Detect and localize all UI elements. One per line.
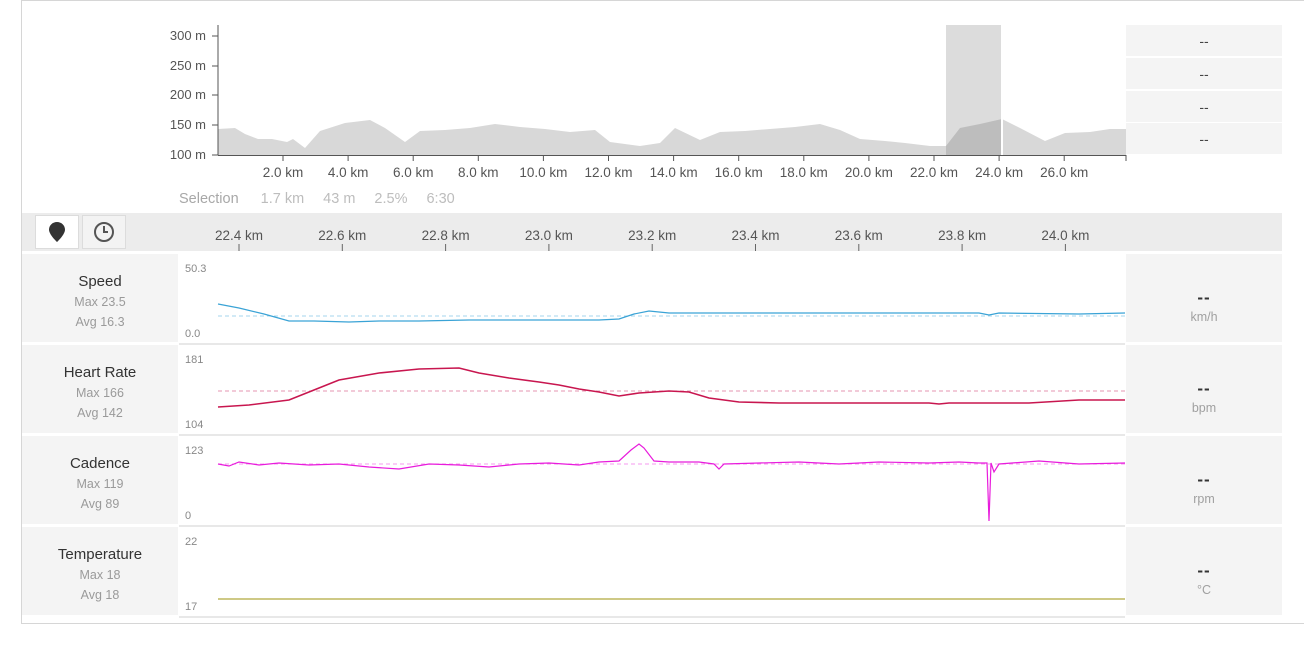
- metric-value-box-0: -- km/h: [1126, 254, 1282, 342]
- elevation-overview-chart[interactable]: 300 m 250 m 200 m 150 m 100 m 2.0 km 4.0 km 6.…: [0, 0, 1304, 190]
- elevation-x-tick-label: 14.0 km: [650, 165, 698, 180]
- elevation-x-tick-label: 24.0 km: [975, 165, 1023, 180]
- zoom-axis-tick-label: 23.6 km: [835, 228, 883, 243]
- selection-grade: 2.5%: [374, 191, 408, 207]
- metric-name: Temperature: [57, 546, 143, 563]
- metric-name: Cadence: [69, 455, 131, 472]
- metric-current-value: --: [1197, 561, 1211, 580]
- metric-label-1: Heart Rate Max 166 Avg 142: [22, 345, 178, 433]
- row-divider: [179, 525, 1125, 527]
- elevation-x-tick-label: 18.0 km: [780, 165, 828, 180]
- metric-y-min-label: 104: [185, 419, 204, 431]
- metric-y-min-label: 0: [185, 510, 192, 522]
- selection-duration: 6:30: [426, 191, 455, 207]
- selection-summary: Selection 1.7 km 43 m 2.5% 6:30: [179, 190, 474, 208]
- elevation-x-tick-label: 2.0 km: [263, 165, 304, 180]
- elevation-y-tick-label: 150 m: [170, 117, 206, 132]
- elevation-x-tick-label: 4.0 km: [328, 165, 369, 180]
- zoom-axis-tick-label: 24.0 km: [1041, 228, 1089, 243]
- metric-series-line: [217, 443, 1125, 522]
- metric-value-box-3: -- °C: [1126, 527, 1282, 615]
- zoom-axis-tick-label: 23.2 km: [628, 228, 676, 243]
- metric-avg: Avg 16.3: [75, 315, 125, 329]
- stat-box: --: [1126, 25, 1282, 56]
- metric-unit: bpm: [1191, 401, 1217, 415]
- metric-avg: Avg 89: [80, 497, 120, 511]
- metric-y-max-label: 22: [185, 536, 198, 548]
- elevation-x-tick-label: 8.0 km: [458, 165, 499, 180]
- clock-icon: [94, 222, 114, 242]
- stat-box: --: [1126, 58, 1282, 89]
- metric-avg: Avg 18: [80, 588, 120, 602]
- metric-label-2: Cadence Max 119 Avg 89: [22, 436, 178, 524]
- metric-max: Max 166: [76, 386, 124, 400]
- metric-avg: Avg 142: [77, 406, 123, 420]
- elevation-y-tick-label: 100 m: [170, 147, 206, 162]
- metric-series-svg: [218, 598, 1125, 600]
- metric-chart-1[interactable]: 181 104: [179, 345, 1125, 433]
- zoom-axis-tick-label: 23.8 km: [938, 228, 986, 243]
- metric-current-value: --: [1197, 470, 1211, 489]
- row-divider: [179, 616, 1125, 618]
- metric-series-line: [217, 367, 1125, 408]
- metric-series-svg: [217, 367, 1125, 408]
- metric-y-min-label: 0.0: [185, 328, 201, 340]
- selection-label: Selection: [179, 191, 239, 207]
- elevation-y-tick-label: 250 m: [170, 58, 206, 73]
- elevation-x-tick-label: 26.0 km: [1040, 165, 1088, 180]
- elevation-y-tick-label: 300 m: [170, 28, 206, 43]
- metric-current-value: --: [1197, 288, 1211, 307]
- metric-label-3: Temperature Max 18 Avg 18: [22, 527, 178, 615]
- elevation-x-tick-label: 16.0 km: [715, 165, 763, 180]
- activity-analysis-panel: [21, 0, 1304, 624]
- metric-max: Max 119: [76, 477, 124, 491]
- metric-unit: °C: [1196, 583, 1212, 597]
- metric-label-0: Speed Max 23.5 Avg 16.3: [22, 254, 178, 342]
- zoom-axis-tick-label: 23.4 km: [731, 228, 779, 243]
- stat-box: --: [1126, 91, 1282, 122]
- selection-distance: 1.7 km: [260, 191, 305, 207]
- elevation-profile-area: [218, 119, 1126, 155]
- metric-name: Heart Rate: [63, 364, 137, 381]
- metric-series-line: [217, 303, 1125, 323]
- metric-chart-3[interactable]: 22 17: [179, 527, 1125, 615]
- metric-chart-2[interactable]: 123 0: [179, 436, 1125, 524]
- stat-box: --: [1126, 123, 1282, 154]
- zoom-axis-tick-label: 22.6 km: [318, 228, 366, 243]
- metric-value-box-2: -- rpm: [1126, 436, 1282, 524]
- elevation-x-tick-label: 22.0 km: [910, 165, 958, 180]
- metric-series-svg: [217, 443, 1125, 522]
- zoom-axis-tick-label: 23.0 km: [525, 228, 573, 243]
- row-divider: [179, 434, 1125, 436]
- metric-current-value: --: [1197, 379, 1211, 398]
- metric-chart-0[interactable]: 50.3 0.0: [179, 254, 1125, 342]
- elevation-x-tick-label: 12.0 km: [584, 165, 632, 180]
- metric-y-max-label: 50.3: [185, 263, 207, 275]
- metric-unit: rpm: [1193, 492, 1215, 506]
- metric-max: Max 23.5: [74, 295, 126, 309]
- zoom-axis-tick-label: 22.8 km: [422, 228, 470, 243]
- metric-y-max-label: 181: [185, 354, 204, 366]
- metric-y-min-label: 17: [185, 601, 198, 613]
- metric-max: Max 18: [79, 568, 121, 582]
- zoom-axis-tick-label: 22.4 km: [215, 228, 263, 243]
- selected-elevation-area: [946, 119, 1002, 155]
- distance-mode-button[interactable]: [35, 215, 79, 249]
- elevation-y-tick-label: 200 m: [170, 87, 206, 102]
- elevation-x-tick-label: 20.0 km: [845, 165, 893, 180]
- metric-series-svg: [217, 303, 1125, 323]
- row-divider: [179, 343, 1125, 345]
- zoomed-distance-axis: 22.4 km 22.6 km 22.8 km 23.0 km 23.2 km 23.4 …: [215, 228, 1089, 251]
- elevation-x-tick-label: 6.0 km: [393, 165, 434, 180]
- map-pin-icon: [49, 222, 65, 242]
- metric-unit: km/h: [1190, 310, 1218, 324]
- metric-y-max-label: 123: [185, 445, 204, 457]
- metric-name: Speed: [78, 273, 122, 290]
- elevation-x-tick-label: 10.0 km: [519, 165, 567, 180]
- time-mode-button[interactable]: [82, 215, 126, 249]
- selection-elevation-gain: 43 m: [323, 191, 356, 207]
- metric-value-box-1: -- bpm: [1126, 345, 1282, 433]
